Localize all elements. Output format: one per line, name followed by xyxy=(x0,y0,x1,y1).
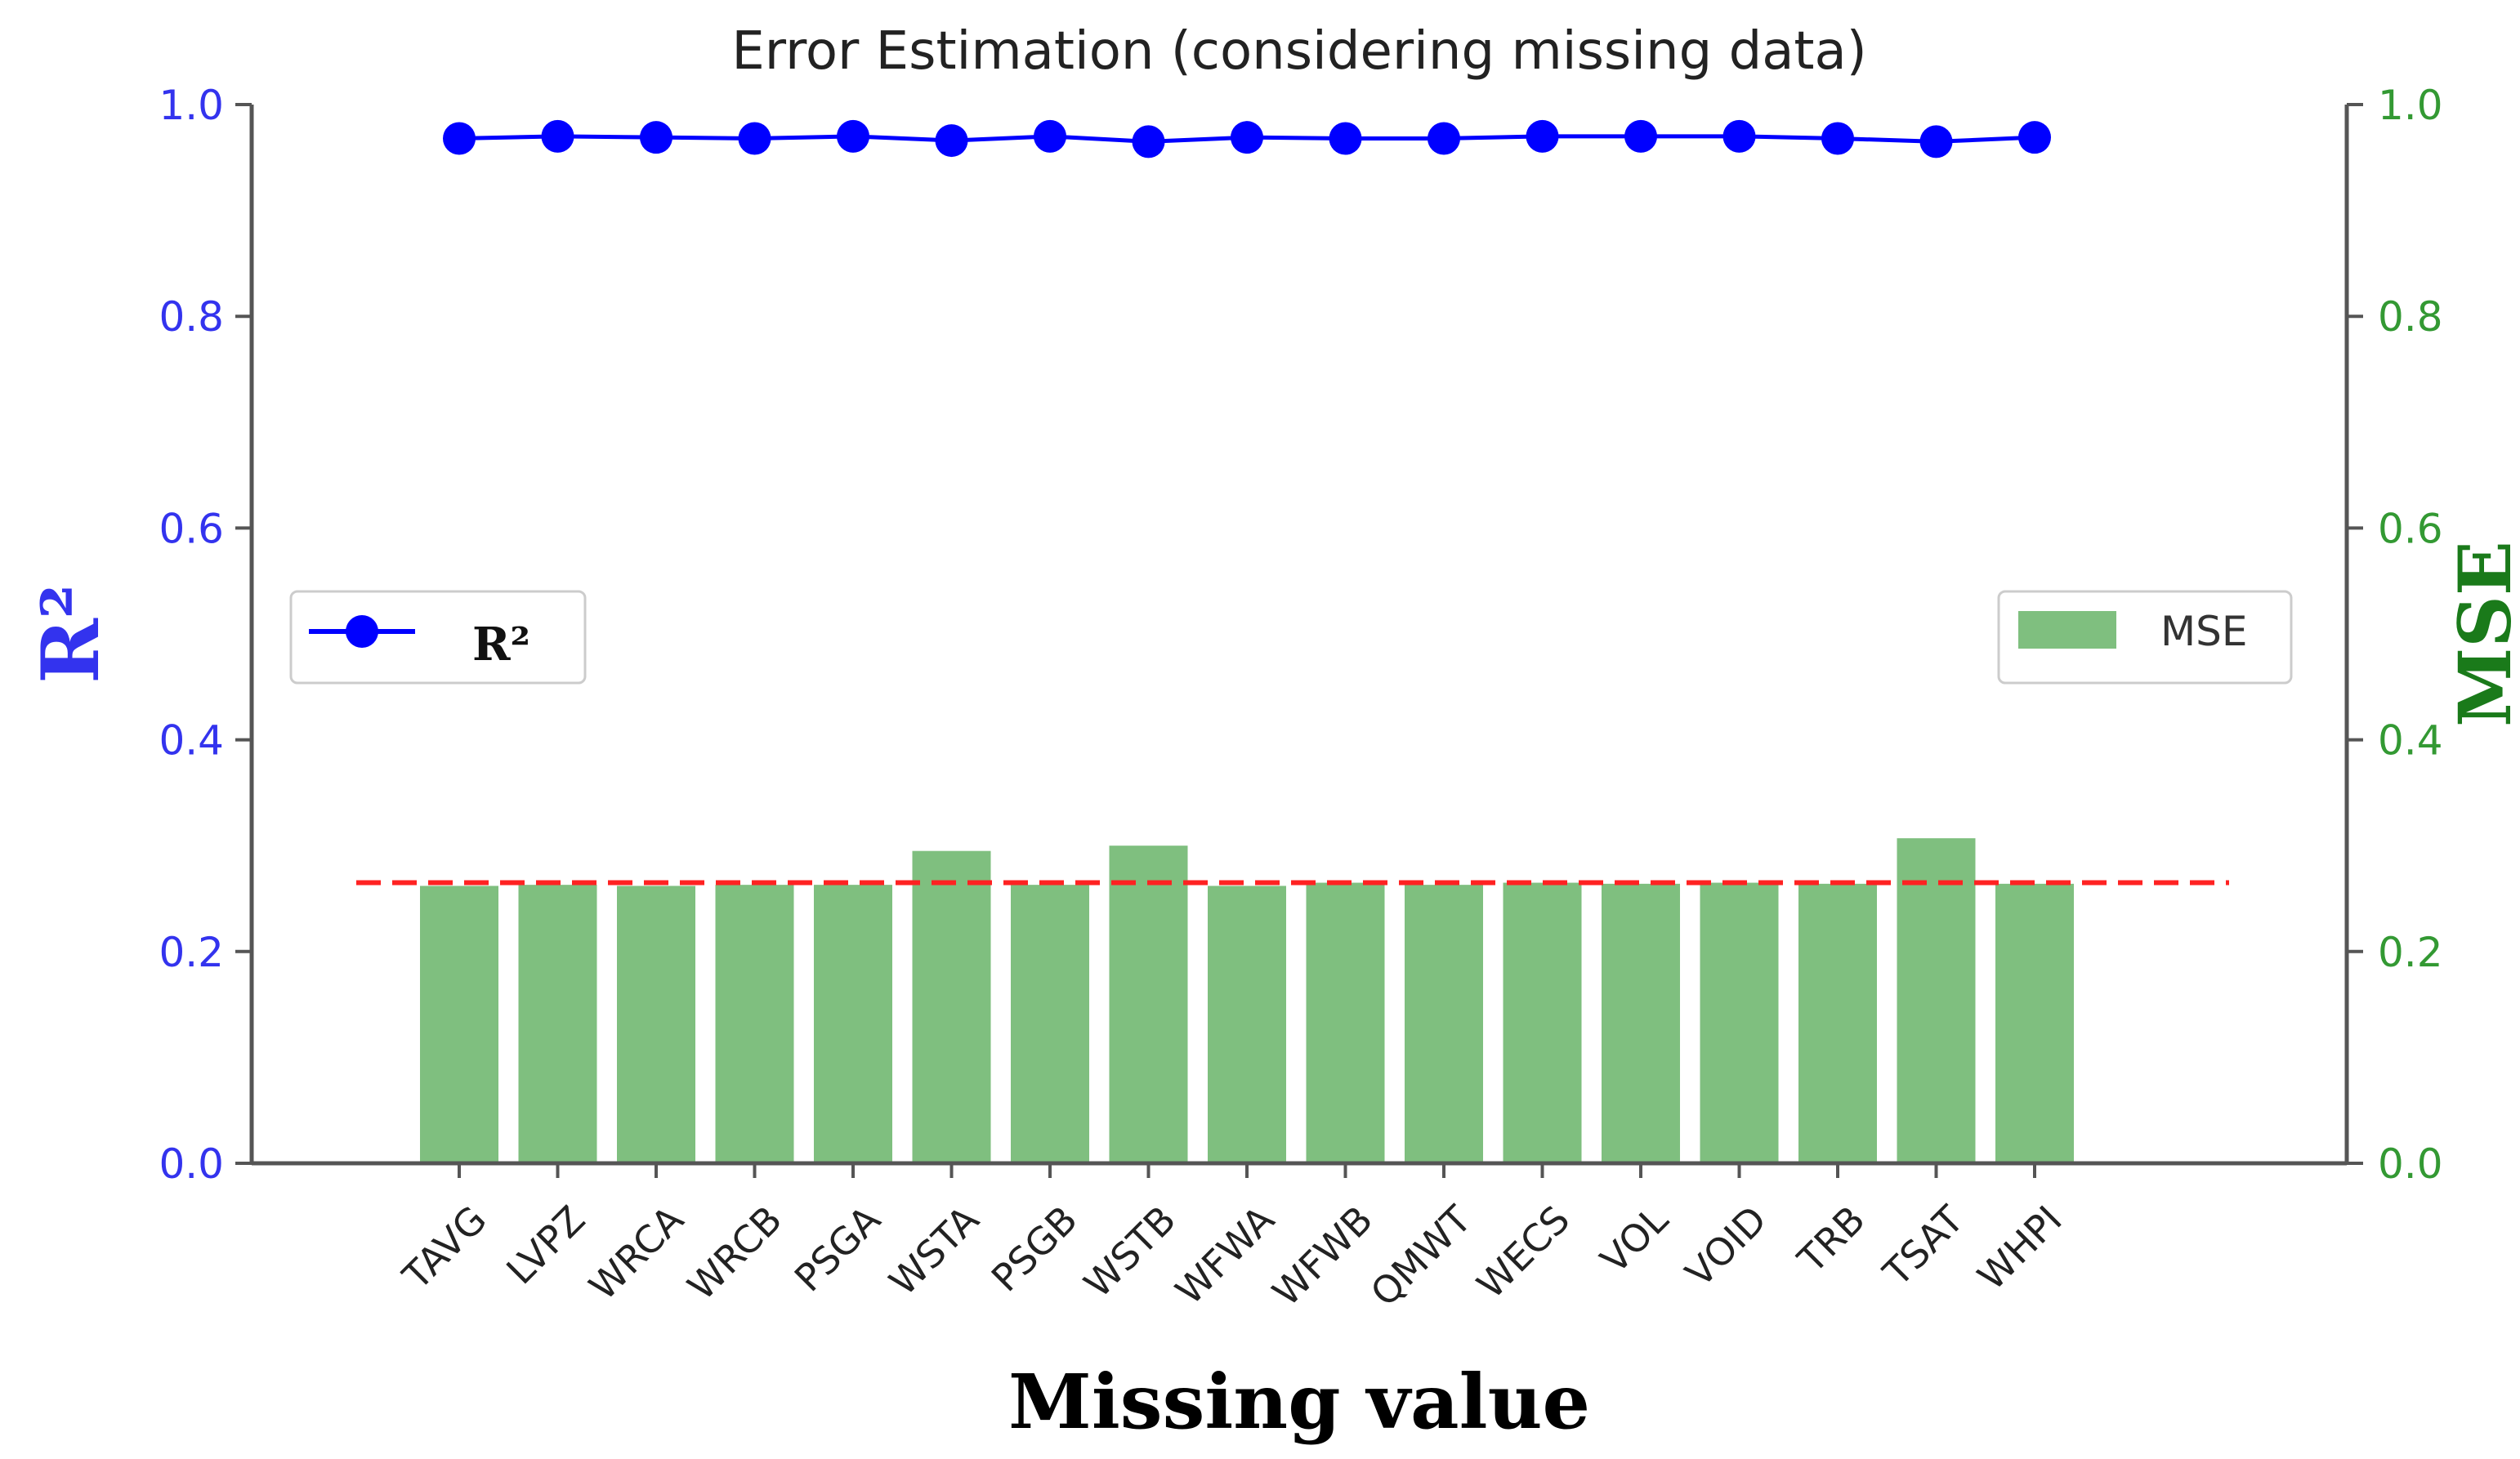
legend-mse-swatch xyxy=(2018,611,2116,649)
mse-bar-trb xyxy=(1798,883,1877,1163)
mse-bar-void xyxy=(1700,882,1779,1163)
mse-bar-lvpz xyxy=(518,885,597,1163)
legend-r2-box xyxy=(289,590,587,685)
bar-series xyxy=(420,838,2074,1163)
mse-bar-wecs xyxy=(1503,882,1582,1163)
r2-point-qmwt xyxy=(1428,122,1460,155)
r2-point-psgb xyxy=(1034,119,1066,153)
r2-point-wstb xyxy=(1132,125,1165,158)
right-tick-label: 1.0 xyxy=(2378,82,2443,129)
mse-bar-wfwb xyxy=(1306,882,1385,1163)
r2-point-tavg xyxy=(443,122,476,155)
r2-point-wrcb xyxy=(738,122,771,155)
legend-mse-label: MSE xyxy=(2160,608,2247,655)
r2-point-wecs xyxy=(1526,119,1559,153)
mse-bar-psgb xyxy=(1011,885,1089,1163)
r2-point-wsta xyxy=(935,124,968,158)
r2-point-wfwa xyxy=(1231,121,1263,154)
mse-bar-wstb xyxy=(1109,846,1188,1163)
r2-point-whpi xyxy=(2018,121,2051,154)
x-axis-label: Missing value xyxy=(1008,1358,1590,1446)
right-tick-label: 0.2 xyxy=(2378,929,2443,976)
right-axis-label: MSE xyxy=(2442,541,2520,727)
mse-bar-psga xyxy=(814,885,892,1163)
mse-bar-vol xyxy=(1602,883,1680,1163)
mse-bar-wfwa xyxy=(1208,886,1286,1163)
r2-point-trb xyxy=(1821,122,1854,155)
right-tick-label: 0.8 xyxy=(2378,293,2443,341)
legend-r2-marker xyxy=(346,615,378,648)
r2-point-wrca xyxy=(640,121,672,154)
mse-bar-tavg xyxy=(420,886,498,1163)
left-axis-label: R² xyxy=(25,584,117,684)
r2-point-wfwb xyxy=(1329,122,1362,155)
r2-point-vol xyxy=(1624,119,1657,153)
mse-bar-whpi xyxy=(1995,883,2074,1163)
right-tick-label: 0.6 xyxy=(2378,505,2443,552)
r2-point-lvpz xyxy=(541,119,574,153)
chart-title: Error Estimation (considering missing da… xyxy=(731,21,1866,82)
right-tick-label: 0.0 xyxy=(2378,1140,2443,1188)
left-tick-label: 0.2 xyxy=(159,929,224,976)
mse-bar-tsat xyxy=(1897,838,1976,1163)
mse-bar-wrcb xyxy=(715,885,794,1163)
r2-point-psga xyxy=(837,119,869,153)
r2-point-void xyxy=(1722,119,1756,153)
left-tick-label: 0.0 xyxy=(159,1140,224,1188)
left-tick-label: 0.8 xyxy=(159,293,224,341)
mse-bar-wsta xyxy=(912,850,991,1163)
right-tick-label: 0.4 xyxy=(2378,717,2443,765)
left-tick-label: 0.6 xyxy=(159,505,224,552)
labels: Error Estimation (considering missing da… xyxy=(25,21,2520,1446)
left-tick-label: 1.0 xyxy=(159,82,224,129)
left-tick-label: 0.4 xyxy=(159,717,224,765)
mse-bar-qmwt xyxy=(1405,885,1483,1163)
r2-point-tsat xyxy=(1919,125,1953,158)
r2-line-series xyxy=(443,119,2051,158)
legends: R² MSE xyxy=(289,590,2293,685)
mse-bar-wrca xyxy=(617,886,695,1163)
legend-r2-label: R² xyxy=(472,618,530,671)
